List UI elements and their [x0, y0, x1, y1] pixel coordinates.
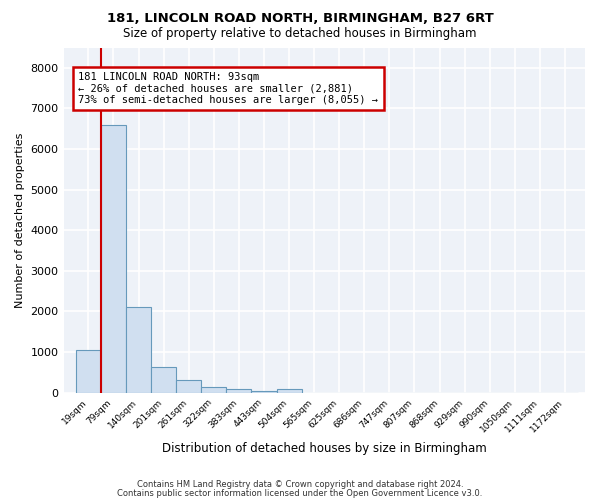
Text: Contains HM Land Registry data © Crown copyright and database right 2024.: Contains HM Land Registry data © Crown c… — [137, 480, 463, 489]
Bar — [226, 389, 251, 392]
Bar — [126, 308, 151, 392]
Bar — [151, 368, 176, 392]
Bar — [201, 386, 226, 392]
Bar — [101, 124, 126, 392]
Text: Contains public sector information licensed under the Open Government Licence v3: Contains public sector information licen… — [118, 488, 482, 498]
Bar — [277, 388, 302, 392]
Bar — [251, 390, 277, 392]
Text: 181, LINCOLN ROAD NORTH, BIRMINGHAM, B27 6RT: 181, LINCOLN ROAD NORTH, BIRMINGHAM, B27… — [107, 12, 493, 26]
Y-axis label: Number of detached properties: Number of detached properties — [15, 132, 25, 308]
X-axis label: Distribution of detached houses by size in Birmingham: Distribution of detached houses by size … — [162, 442, 487, 455]
Text: Size of property relative to detached houses in Birmingham: Size of property relative to detached ho… — [123, 28, 477, 40]
Bar — [76, 350, 101, 393]
Bar — [176, 380, 201, 392]
Text: 181 LINCOLN ROAD NORTH: 93sqm
← 26% of detached houses are smaller (2,881)
73% o: 181 LINCOLN ROAD NORTH: 93sqm ← 26% of d… — [79, 72, 379, 105]
